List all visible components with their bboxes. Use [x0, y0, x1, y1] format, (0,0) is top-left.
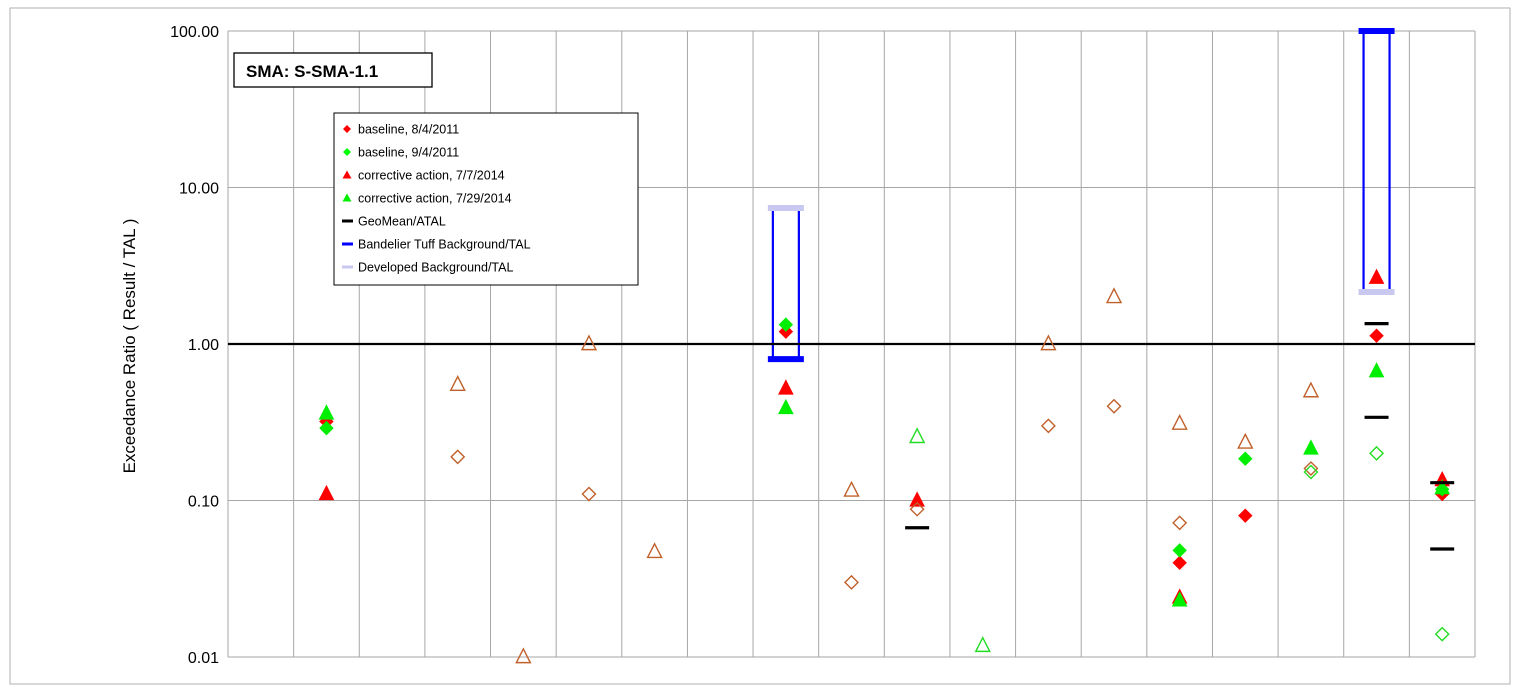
legend-label: GeoMean/ATAL [358, 215, 446, 229]
legend-entry: Developed Background/TAL [342, 261, 513, 275]
diamond-marker [1172, 515, 1188, 531]
y-tick-label: 0.10 [188, 494, 219, 511]
diamond-marker [909, 501, 925, 517]
legend-entry: Bandelier Tuff Background/TAL [342, 238, 531, 252]
legend-entry: GeoMean/ATAL [342, 215, 446, 229]
legend-swatch [342, 193, 352, 202]
triangle-marker [974, 636, 991, 653]
diamond-marker [1040, 418, 1056, 434]
diamond-marker [1106, 398, 1122, 414]
legend-label: baseline, 8/4/2011 [358, 123, 459, 137]
legend-entry: baseline, 8/4/2011 [343, 123, 459, 137]
diamond-marker [1369, 445, 1385, 461]
triangle-marker [1171, 591, 1188, 607]
triangle-marker [515, 647, 532, 664]
y-tick-label: 100.00 [170, 24, 219, 41]
triangle-marker [580, 334, 598, 351]
diamond-marker [1238, 508, 1253, 523]
diamond-marker [1303, 461, 1319, 477]
legend-entry: corrective action, 7/29/2014 [342, 192, 512, 206]
diamond-marker [450, 449, 466, 465]
triangle-marker [778, 398, 794, 415]
chart-frame [9, 7, 1511, 685]
triangle-marker [1171, 414, 1188, 430]
triangle-marker [909, 491, 925, 507]
triangle-marker [646, 542, 663, 559]
y-axis-ticks: 0.01 0.10 1.00 10.00 100.00 [170, 24, 219, 667]
diamond-marker [844, 574, 859, 590]
y-tick-label: 0.01 [188, 650, 219, 667]
triangle-marker [1302, 381, 1320, 398]
triangle-marker [1368, 268, 1385, 284]
legend-label: baseline, 9/4/2011 [358, 146, 459, 160]
diamond-marker [1172, 543, 1187, 558]
legend-swatch [342, 170, 352, 179]
triangle-marker [318, 404, 335, 420]
data-markers [318, 268, 1455, 664]
diamond-marker [581, 486, 597, 502]
triangle-marker [1105, 287, 1123, 304]
diamond-marker [1303, 464, 1319, 480]
diamond-marker [1172, 555, 1187, 570]
legend: baseline, 8/4/2011 baseline, 9/4/2011 corr… [333, 112, 639, 286]
y-tick-label: 1.00 [188, 337, 219, 354]
chart-title: SMA: S-SMA-1.1 [246, 62, 378, 81]
diamond-marker [778, 317, 794, 332]
triangle-marker [778, 379, 794, 395]
legend-entry: baseline, 9/4/2011 [343, 146, 459, 160]
triangle-marker [1237, 432, 1254, 449]
triangle-marker [449, 375, 466, 391]
legend-label: corrective action, 7/29/2014 [358, 192, 512, 206]
triangle-marker [1368, 362, 1385, 378]
triangle-marker [1434, 478, 1451, 495]
diamond-marker [319, 420, 334, 436]
background-ranges [767, 28, 1395, 363]
y-axis-label: Exceedance Ratio ( Result / TAL ) [120, 219, 139, 474]
diamond-marker [1238, 451, 1253, 466]
diamond-marker [1434, 626, 1450, 642]
diamond-marker [1369, 328, 1384, 343]
triangle-marker [1040, 334, 1057, 351]
y-tick-label: 10.00 [179, 181, 219, 198]
legend-label: Developed Background/TAL [358, 261, 513, 275]
title-box: SMA: S-SMA-1.1 [233, 52, 433, 88]
legend-label: Bandelier Tuff Background/TAL [358, 238, 531, 252]
legend-swatch [343, 148, 351, 156]
legend-swatch [343, 125, 351, 133]
triangle-marker [1303, 439, 1319, 455]
triangle-marker [843, 480, 860, 497]
triangle-marker [908, 427, 926, 444]
triangle-marker [318, 484, 335, 501]
legend-entry: corrective action, 7/7/2014 [342, 169, 505, 183]
legend-label: corrective action, 7/7/2014 [358, 169, 505, 183]
